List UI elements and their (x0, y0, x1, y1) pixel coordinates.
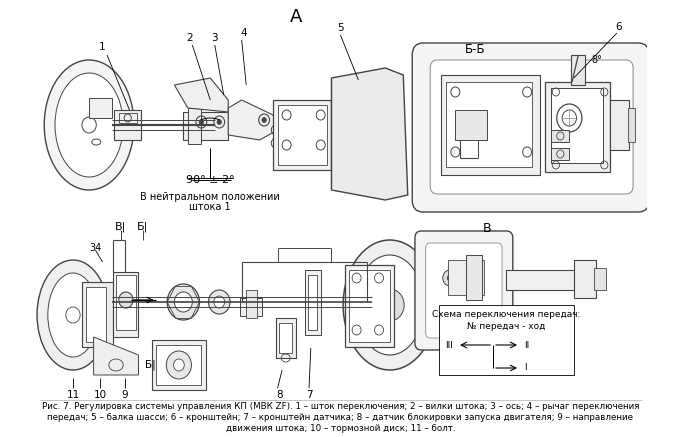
Bar (113, 272, 138, 337)
Ellipse shape (447, 275, 453, 281)
Ellipse shape (118, 292, 133, 308)
Bar (552, 148, 569, 160)
Text: 1: 1 (99, 42, 106, 52)
Bar (609, 100, 629, 150)
Bar (354, 288, 370, 323)
Ellipse shape (208, 290, 230, 314)
Text: штока 1: штока 1 (189, 202, 231, 212)
Text: В: В (482, 222, 491, 235)
Polygon shape (93, 337, 138, 375)
Text: Схема переключения передач:: Схема переключения передач: (432, 310, 581, 319)
FancyBboxPatch shape (415, 231, 513, 350)
Bar (279, 323, 292, 353)
Text: 3: 3 (212, 33, 218, 43)
Ellipse shape (199, 119, 204, 125)
Ellipse shape (443, 270, 457, 286)
Bar (439, 305, 574, 375)
Bar (446, 82, 532, 167)
Ellipse shape (343, 240, 437, 370)
Text: 9: 9 (122, 390, 128, 400)
Bar (118, 113, 137, 123)
Bar (273, 100, 332, 170)
Bar (116, 275, 136, 330)
Text: № передач - ход: № передач - ход (467, 322, 545, 331)
Text: В нейтральном положении: В нейтральном положении (140, 192, 280, 202)
Text: 6: 6 (616, 22, 622, 32)
Bar (345, 265, 394, 347)
FancyBboxPatch shape (426, 243, 502, 338)
Bar (571, 55, 586, 85)
Bar (545, 82, 609, 172)
Bar (240, 298, 262, 316)
Bar (157, 345, 202, 385)
Bar (114, 110, 141, 140)
Ellipse shape (166, 351, 191, 379)
Bar (574, 260, 597, 298)
Bar (278, 105, 327, 165)
Text: В|: В| (115, 222, 126, 232)
Ellipse shape (48, 273, 98, 357)
FancyBboxPatch shape (412, 43, 649, 212)
Bar (183, 112, 228, 140)
Bar (247, 290, 257, 318)
FancyBboxPatch shape (430, 60, 633, 194)
Ellipse shape (37, 260, 109, 370)
Bar (188, 108, 202, 144)
Polygon shape (228, 100, 278, 140)
Text: А: А (289, 8, 302, 26)
Ellipse shape (44, 60, 134, 190)
Text: Б-Б: Б-Б (464, 43, 486, 56)
Bar (349, 295, 377, 317)
Text: Б|: Б| (138, 222, 148, 232)
Ellipse shape (262, 118, 266, 122)
Text: 4: 4 (240, 28, 247, 38)
Bar (456, 110, 487, 140)
Bar (448, 260, 484, 295)
Bar (552, 88, 603, 163)
Text: Б|: Б| (145, 360, 155, 370)
Ellipse shape (274, 128, 278, 132)
Ellipse shape (214, 296, 225, 308)
Ellipse shape (375, 289, 404, 321)
Ellipse shape (174, 359, 185, 371)
Bar (86, 287, 106, 342)
Ellipse shape (355, 255, 424, 355)
Text: III: III (445, 340, 453, 350)
Bar (349, 270, 390, 342)
Bar (276, 318, 296, 358)
Bar (89, 98, 112, 118)
Bar (308, 275, 317, 330)
Bar (628, 108, 635, 142)
Bar (507, 270, 578, 290)
Text: 90° ± 2°: 90° ± 2° (186, 175, 234, 185)
Bar (552, 130, 569, 142)
Ellipse shape (274, 141, 278, 145)
Bar (304, 270, 321, 335)
Bar (594, 268, 606, 290)
Text: движения штока; 10 – тормозной диск; 11 – болт.: движения штока; 10 – тормозной диск; 11 … (225, 424, 456, 433)
Bar (466, 255, 482, 300)
Text: I: I (524, 364, 527, 372)
Text: 11: 11 (66, 390, 80, 400)
Polygon shape (332, 68, 408, 200)
Text: 8°: 8° (592, 55, 603, 65)
Ellipse shape (55, 73, 123, 177)
Bar (152, 340, 206, 390)
Ellipse shape (217, 119, 221, 125)
Polygon shape (174, 78, 228, 112)
Bar (441, 75, 540, 175)
Text: 7: 7 (306, 390, 313, 400)
Text: Рис. 7. Регулировка системы управления КП (МВК ZF). 1 – шток переключения; 2 – в: Рис. 7. Регулировка системы управления К… (42, 402, 639, 411)
Text: 2: 2 (187, 33, 193, 43)
Ellipse shape (168, 284, 200, 320)
Text: 10: 10 (93, 390, 106, 400)
Text: 8: 8 (276, 390, 283, 400)
Text: 34: 34 (89, 243, 101, 253)
Text: II: II (524, 340, 530, 350)
Bar (82, 282, 113, 347)
Text: передач; 5 – балка шасси; 6 – кронштейн; 7 – кронштейн датчика; 8 – датчик блоки: передач; 5 – балка шасси; 6 – кронштейн;… (48, 413, 633, 422)
Ellipse shape (174, 292, 192, 312)
Text: 5: 5 (337, 23, 344, 33)
